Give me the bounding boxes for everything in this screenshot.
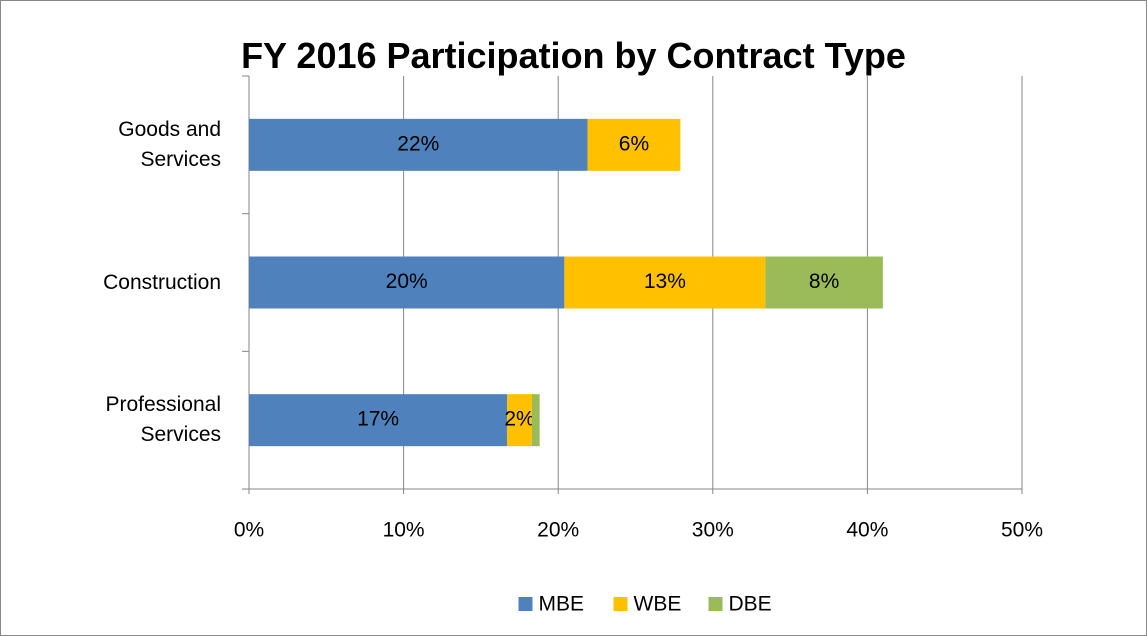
data-label: 17% <box>357 408 399 431</box>
bar-segment <box>587 118 681 171</box>
bar-segment <box>531 394 540 447</box>
bar-segment <box>249 118 588 171</box>
legend-swatch <box>708 597 723 611</box>
legend-swatch <box>518 597 533 611</box>
bar-segment <box>249 394 508 447</box>
data-label: 22% <box>397 132 439 155</box>
x-tick-label: 50% <box>1001 519 1043 542</box>
data-label: 8% <box>809 270 839 293</box>
data-label: 20% <box>386 270 428 293</box>
data-label: 13% <box>644 270 686 293</box>
y-tick-label: Goods and Services <box>118 117 221 171</box>
x-tick-label: 20% <box>537 519 579 542</box>
legend-label: WBE <box>634 593 682 616</box>
y-tick-label: Professional Services <box>105 393 221 447</box>
data-label: 2% <box>504 408 534 431</box>
chart-title: FY 2016 Participation by Contract Type <box>241 35 906 76</box>
x-tick-label: 10% <box>383 519 425 542</box>
bar-segment <box>564 256 766 309</box>
x-tick-label: 40% <box>846 519 888 542</box>
bar-segment <box>765 256 883 309</box>
bar-segment <box>249 256 565 309</box>
bar-segment <box>507 394 532 447</box>
x-tick-label: 0% <box>234 519 264 542</box>
legend-label: MBE <box>539 593 585 616</box>
y-tick-label: Construction <box>103 270 221 294</box>
legend-swatch <box>613 597 628 611</box>
data-label: 6% <box>619 132 649 155</box>
legend-label: DBE <box>729 593 772 616</box>
x-tick-label: 30% <box>692 519 734 542</box>
